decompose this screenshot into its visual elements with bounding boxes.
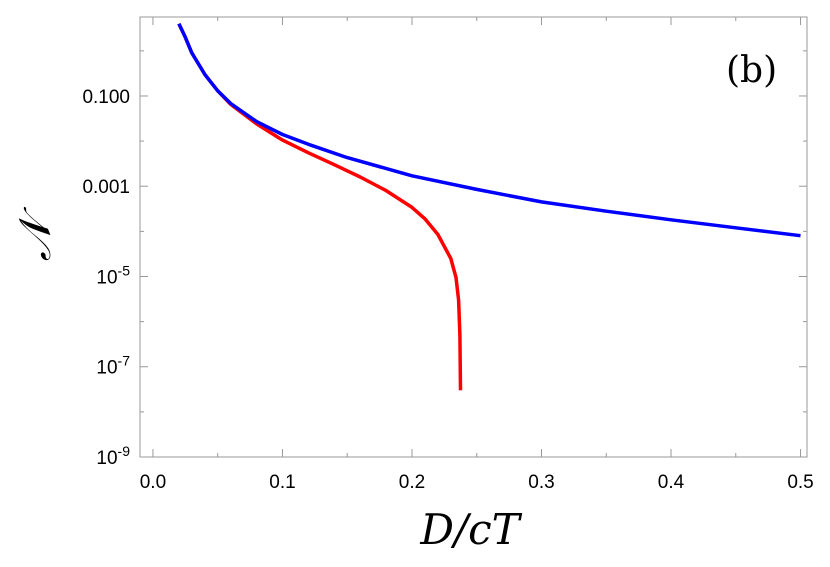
x-tick-label: 0.5 xyxy=(787,472,813,493)
y-tick-label: 0.001 xyxy=(82,177,130,198)
red-series-line xyxy=(177,22,463,391)
x-tick-label: 0.1 xyxy=(269,472,295,493)
y-tick-exponent: -9 xyxy=(118,443,131,459)
y-tick-exponent: -5 xyxy=(118,262,131,278)
x-axis-title: D/cT xyxy=(419,505,522,554)
x-tick-label: 0.4 xyxy=(658,472,685,493)
y-tick-exponent: -7 xyxy=(118,353,131,369)
x-tick-label: 0.2 xyxy=(399,472,425,493)
x-tick-label: 0.0 xyxy=(140,472,166,493)
x-tick-label: 0.3 xyxy=(528,472,554,493)
y-tick-label: 10-7 xyxy=(96,353,130,379)
y-tick-label: 10-5 xyxy=(96,262,130,288)
y-tick-base: 10 xyxy=(96,358,117,379)
blue-series-line xyxy=(177,22,801,238)
y-axis-title: 𝒩 xyxy=(10,206,61,261)
y-tick-base: 10 xyxy=(96,448,117,469)
y-tick-label: 0.100 xyxy=(82,87,130,108)
y-tick-label: 10-9 xyxy=(96,443,130,469)
y-tick-base: 10 xyxy=(96,267,117,288)
plot-frame xyxy=(139,16,808,458)
panel-label: (b) xyxy=(726,50,777,91)
